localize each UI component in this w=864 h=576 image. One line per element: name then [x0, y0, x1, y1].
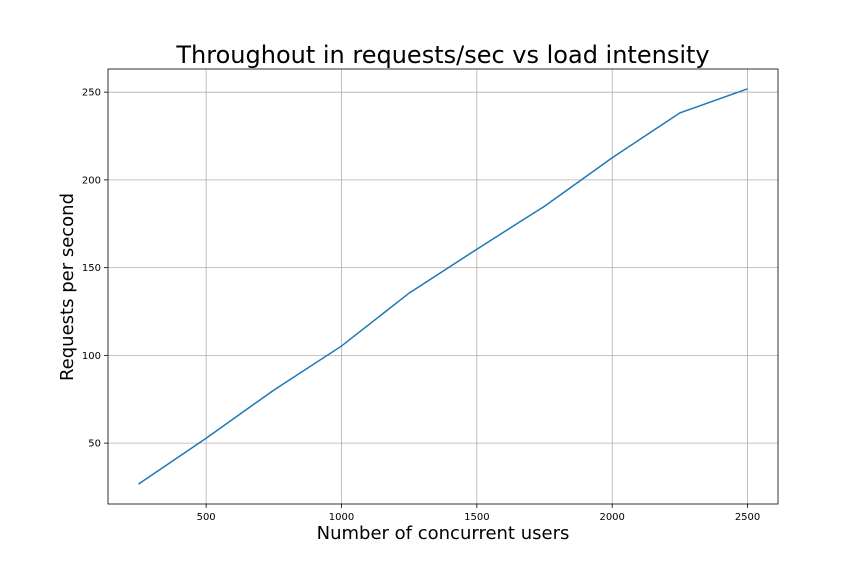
x-tick-label: 500: [197, 512, 216, 523]
data-line: [138, 88, 748, 485]
y-tick-label: 250: [82, 88, 101, 99]
x-tick-label: 1000: [329, 512, 354, 523]
y-tick-label: 50: [88, 439, 101, 450]
y-tick-label: 150: [82, 263, 101, 274]
y-tick-label: 200: [82, 175, 101, 186]
x-axis-label: Number of concurrent users: [317, 523, 570, 544]
x-tick-label: 2500: [735, 512, 760, 523]
x-tick-label: 2000: [599, 512, 624, 523]
x-tick-label: 1500: [464, 512, 489, 523]
chart-title: Throughout in requests/sec vs load inten…: [175, 41, 709, 69]
plot-frame: [107, 68, 779, 505]
y-tick-label: 100: [82, 351, 101, 362]
y-axis-label: Requests per second: [57, 193, 78, 381]
